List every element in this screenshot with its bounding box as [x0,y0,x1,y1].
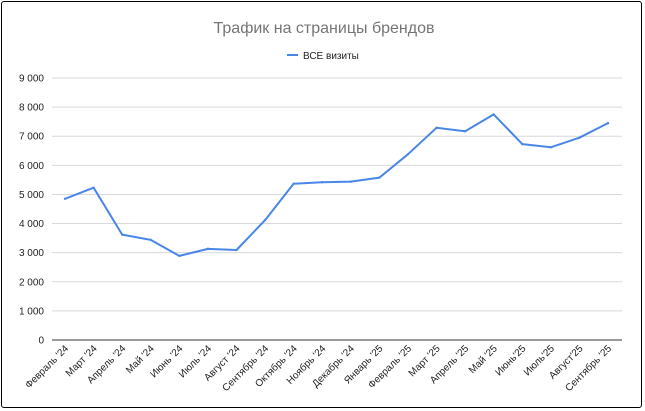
series-line [64,113,609,257]
data-point [378,176,381,179]
x-tick-label: Февраль '24 [23,343,71,391]
data-point [578,136,581,139]
series-layer [63,113,610,258]
data-point [120,233,124,236]
data-point [292,182,295,185]
y-tick-label: 7 000 [19,132,44,143]
data-point [235,248,238,252]
data-point [549,146,553,149]
gridlines [52,77,622,341]
y-tick-label: 8 000 [19,103,44,114]
y-axis-ticks: 0 1 000 2 000 3 000 4 000 5 000 6 000 7 000 8 00… [19,74,44,347]
y-tick-label: 4 000 [19,219,44,230]
y-tick-label: 0 [38,336,44,347]
y-tick-label: 3 000 [19,248,44,259]
data-point [263,218,267,222]
chart-title: Трафик на страницы брендов [214,20,435,37]
legend-label: ВСЕ визиты [303,51,359,62]
data-point [206,247,210,251]
y-tick-label: 2 000 [19,277,44,288]
data-point [149,238,152,242]
data-point [463,130,467,133]
data-point [63,197,67,201]
data-point [321,181,324,184]
data-point [606,121,610,125]
y-tick-label: 5 000 [19,190,44,201]
data-point [492,113,495,116]
y-tick-label: 6 000 [19,161,44,172]
y-tick-label: 1 000 [19,306,44,317]
data-point [92,186,95,189]
data-point [349,180,352,183]
data-point [406,153,410,156]
legend: ВСЕ визиты [287,51,359,62]
data-point [521,142,524,146]
y-tick-label: 9 000 [19,74,44,85]
data-point [435,126,438,129]
data-point [178,254,181,258]
